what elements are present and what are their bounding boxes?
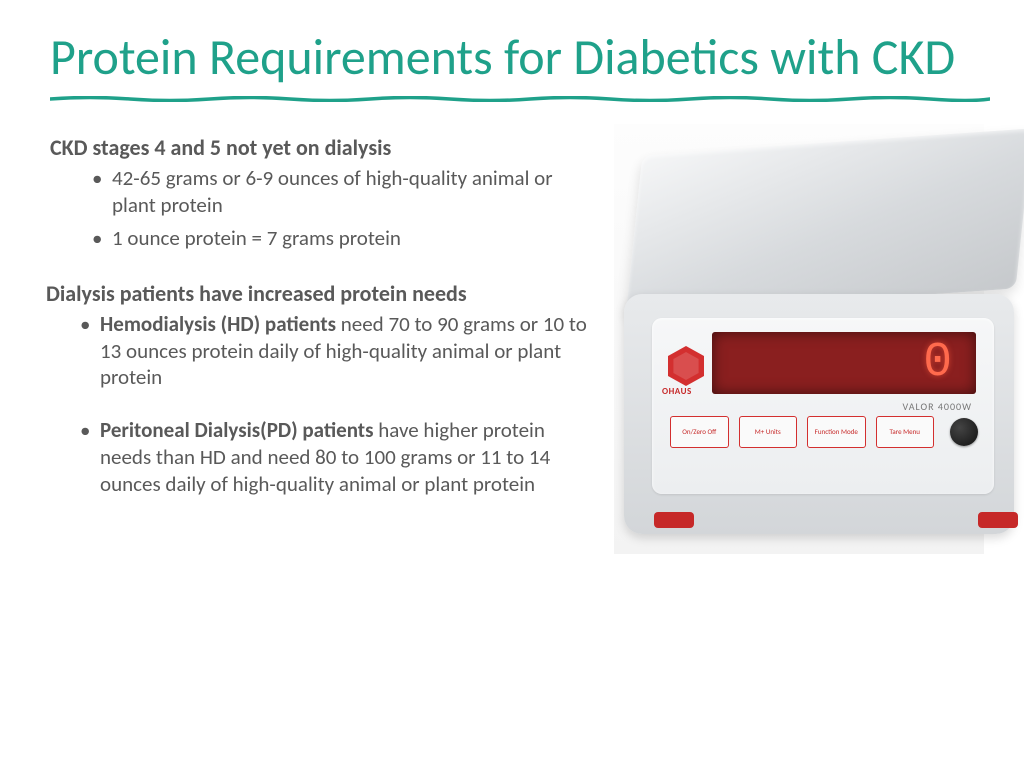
scale-body: OHAUS 0 VALOR 4000W On/Zero Off M+ Units… (624, 294, 1014, 534)
list-item: 1 ounce protein = 7 grams protein (92, 225, 594, 252)
ohaus-logo-icon (666, 346, 706, 386)
title-underline (50, 96, 990, 100)
display-value: 0 (923, 336, 956, 390)
slide: Protein Requirements for Diabetics with … (0, 0, 1024, 584)
scale-buttons: On/Zero Off M+ Units Function Mode Tare … (670, 416, 934, 448)
list-item: Peritoneal Dialysis(PD) patients have hi… (80, 417, 594, 498)
section1-bullets: 42-65 grams or 6-9 ounces of high-qualit… (92, 165, 594, 252)
scale-foot (978, 512, 1018, 528)
list-item: 42-65 grams or 6-9 ounces of high-qualit… (92, 165, 594, 219)
section1-heading: CKD stages 4 and 5 not yet on dialysis (50, 134, 594, 161)
slide-title: Protein Requirements for Diabetics with … (50, 30, 984, 86)
scale-illustration: OHAUS 0 VALOR 4000W On/Zero Off M+ Units… (614, 124, 984, 554)
list-item: Hemodialysis (HD) patients need 70 to 90… (80, 311, 594, 392)
scale-image: OHAUS 0 VALOR 4000W On/Zero Off M+ Units… (614, 124, 984, 554)
scale-model: VALOR 4000W (903, 400, 972, 413)
scale-button: On/Zero Off (670, 416, 729, 448)
scale-knob-icon (950, 418, 978, 446)
scale-panel: OHAUS 0 VALOR 4000W On/Zero Off M+ Units… (652, 318, 994, 494)
scale-platter (626, 128, 1024, 315)
scale-brand: OHAUS (662, 386, 692, 397)
bold-span: Peritoneal Dialysis(PD) patients (100, 417, 373, 443)
content-row: CKD stages 4 and 5 not yet on dialysis 4… (50, 134, 984, 554)
text-column: CKD stages 4 and 5 not yet on dialysis 4… (50, 134, 594, 526)
scale-display: 0 (712, 332, 976, 394)
section2-bullets: Hemodialysis (HD) patients need 70 to 90… (80, 311, 594, 498)
bold-span: Hemodialysis (HD) patients (100, 311, 336, 337)
scale-foot (654, 512, 694, 528)
scale-button: Tare Menu (876, 416, 935, 448)
scale-button: M+ Units (739, 416, 798, 448)
section2-heading: Dialysis patients have increased protein… (46, 280, 594, 307)
scale-button: Function Mode (807, 416, 866, 448)
